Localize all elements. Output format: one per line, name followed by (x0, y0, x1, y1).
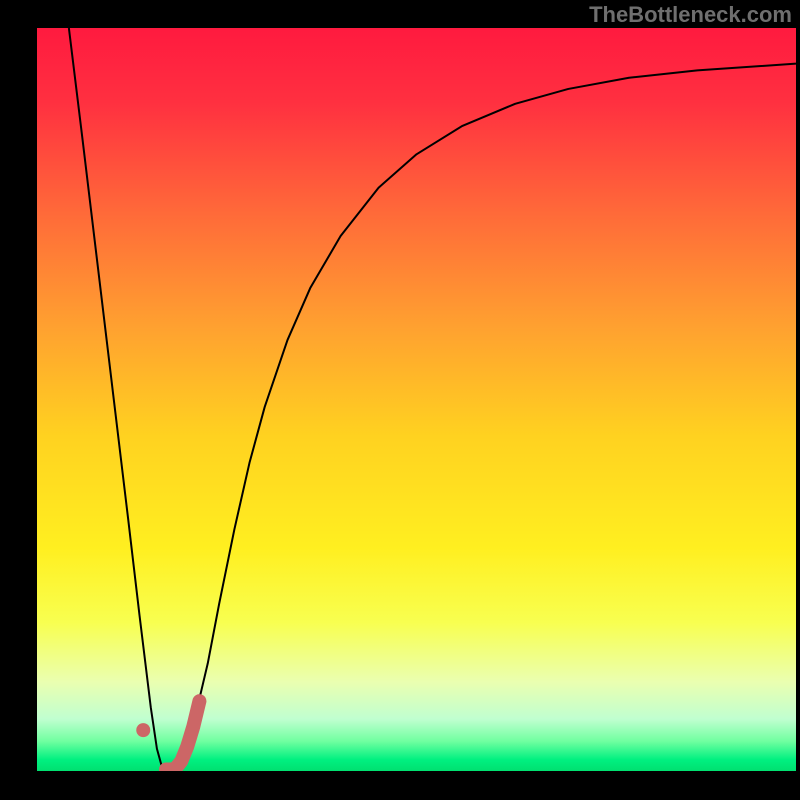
chart-container: TheBottleneck.com (0, 0, 800, 800)
plot-background (37, 28, 796, 771)
marker-dot (136, 723, 150, 737)
plot-svg (37, 28, 796, 771)
watermark-text: TheBottleneck.com (589, 2, 792, 28)
plot-area (37, 28, 796, 771)
